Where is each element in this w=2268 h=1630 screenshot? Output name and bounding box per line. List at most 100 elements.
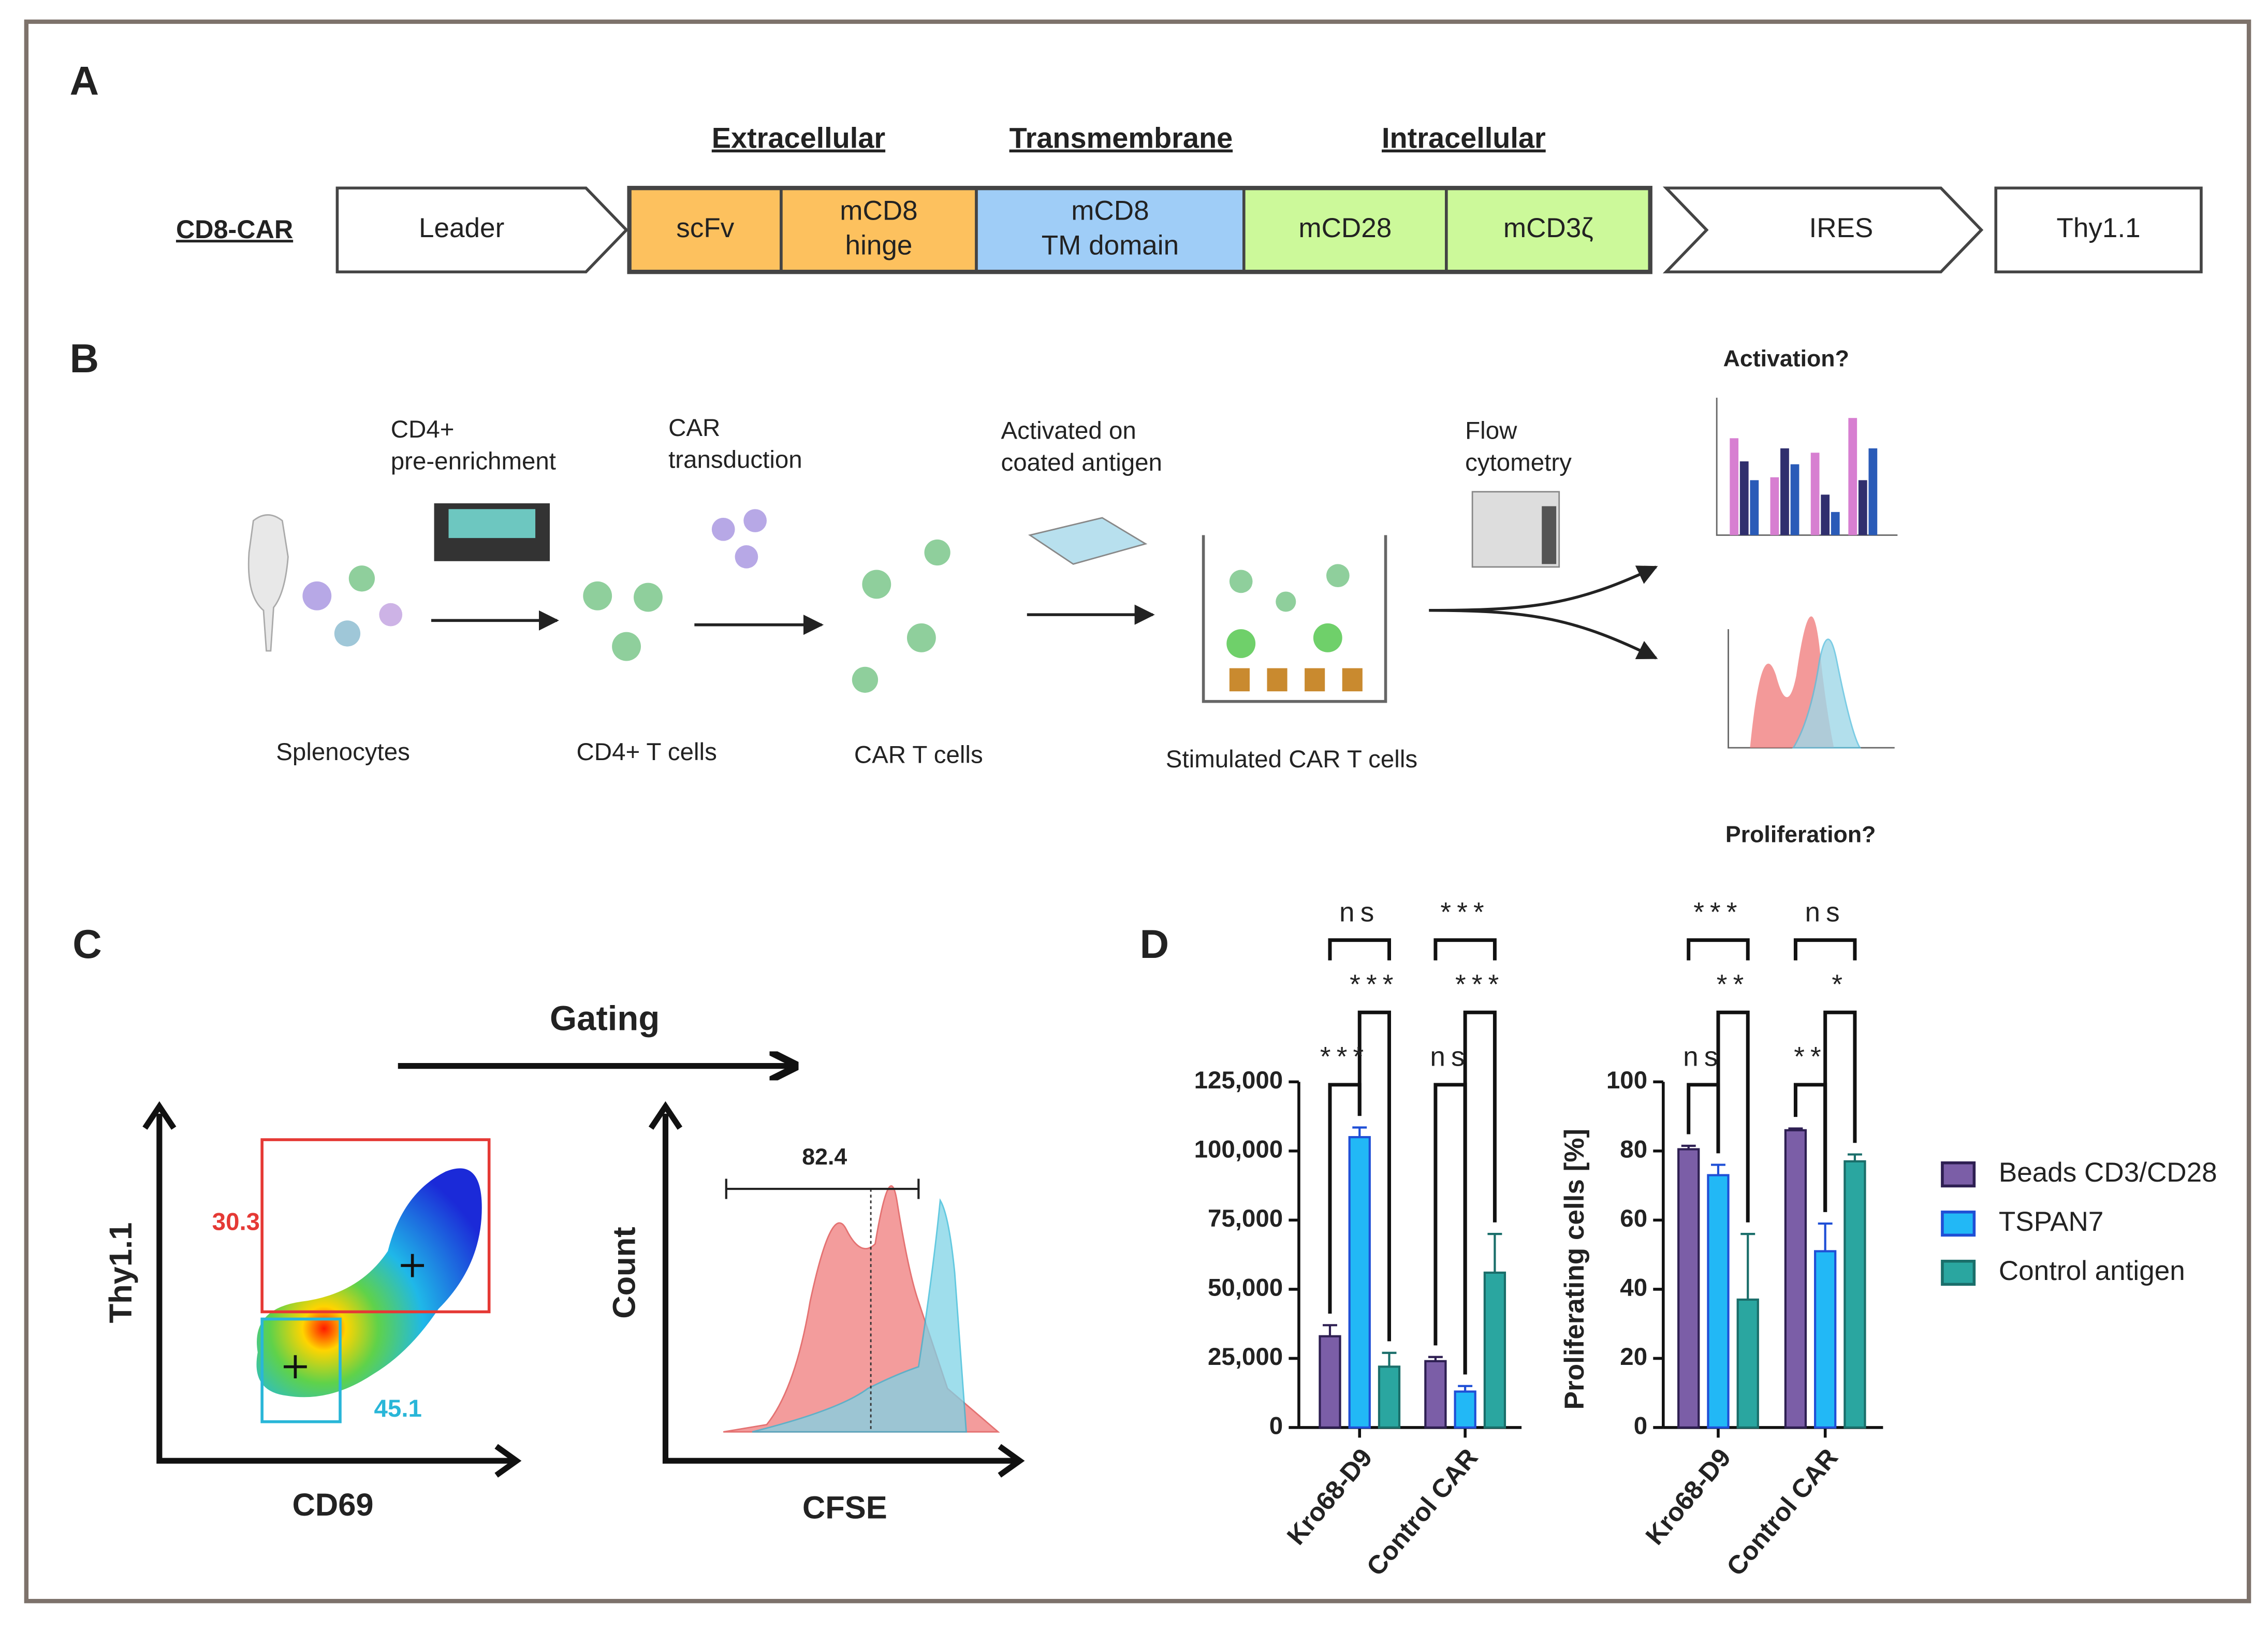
significance-bracket [1687, 1083, 1720, 1154]
domain-header: Intracellular [1382, 122, 1546, 154]
segment-label: mCD3ζ [1503, 213, 1593, 243]
significance-bracket [1687, 938, 1750, 960]
x-tick-label: Control CAR [1360, 1443, 1483, 1581]
error-bar [1323, 1324, 1337, 1336]
bar [1348, 1136, 1371, 1429]
frame [24, 19, 2251, 1604]
gate-value: 30.3 [212, 1209, 260, 1236]
error-bar [1681, 1144, 1696, 1149]
legend-swatch [1941, 1161, 1976, 1188]
axis-label: Thy1.1 [103, 1222, 139, 1323]
y-tick-label: 50,000 [1208, 1274, 1283, 1301]
bar [1454, 1390, 1476, 1429]
panel-letter: D [1140, 921, 1169, 967]
x-tick-label: Kro68-D9 [1640, 1443, 1736, 1550]
y-tick-label: 40 [1620, 1274, 1647, 1301]
arrows [431, 565, 1658, 660]
y-tick-label: 60 [1620, 1205, 1647, 1232]
segment-label: hinge [845, 230, 913, 261]
legend-label: Control antigen [1999, 1256, 2185, 1286]
axis-label: CFSE [802, 1490, 887, 1525]
y-axis-label: Proliferating cells [%] [1559, 1129, 1590, 1410]
significance-label: *** [1320, 1042, 1369, 1072]
error-bar [1487, 1232, 1502, 1273]
significance-bracket [1328, 938, 1392, 960]
segment-label: Thy1.1 [2056, 213, 2140, 243]
bar [1319, 1335, 1341, 1429]
cell-label: Splenocytes [276, 738, 410, 766]
segment-label: Leader [419, 213, 504, 243]
error-bar [1818, 1222, 1833, 1251]
construct-segment [1994, 186, 2203, 273]
x-tick-label: Kro68-D9 [1281, 1443, 1378, 1550]
segment-label: scFv [676, 213, 734, 243]
readout: Proliferation? [1725, 822, 1876, 847]
legend-swatch [1941, 1210, 1976, 1237]
significance-label: ** [1794, 1042, 1827, 1072]
significance-label: *** [1440, 897, 1489, 927]
error-bar [1352, 1126, 1367, 1138]
significance-label: *** [1455, 969, 1504, 1000]
segment-label: mCD8 [840, 196, 917, 226]
significance-label: ns [1430, 1042, 1470, 1072]
significance-label: ns [1339, 897, 1380, 927]
significance-label: *** [1350, 969, 1399, 1000]
axis-label: CD69 [292, 1487, 373, 1523]
gate-value: 82.4 [802, 1144, 847, 1170]
segment-label: mCD8 [1071, 196, 1149, 226]
significance-bracket [1433, 1083, 1467, 1375]
segment-label: mCD28 [1298, 213, 1392, 243]
error-bar [1711, 1163, 1725, 1175]
y-tick-label: 25,000 [1208, 1343, 1283, 1371]
y-tick-label: 75,000 [1208, 1205, 1283, 1232]
segment-label: IRES [1809, 213, 1873, 243]
panel-letter: A [70, 58, 99, 104]
bar [1843, 1160, 1866, 1429]
cell-label: CAR T cells [854, 741, 983, 768]
x-tick-label: Control CAR [1721, 1443, 1843, 1581]
significance-label: ns [1805, 897, 1845, 927]
cell-label: Stimulated CAR T cells [1166, 746, 1417, 773]
y-tick-label: 20 [1620, 1343, 1647, 1371]
bar [1814, 1250, 1837, 1429]
bar [1736, 1298, 1759, 1429]
error-bar [1847, 1153, 1862, 1161]
step-label: cytometry [1465, 449, 1572, 476]
step-label: CD4+ [391, 416, 455, 443]
y-tick-label: 0 [1269, 1412, 1283, 1439]
significance-bracket [1328, 1083, 1362, 1314]
step-label: coated antigen [1001, 449, 1162, 476]
domain-header: Extracellular [712, 122, 885, 154]
bar [1784, 1129, 1807, 1429]
significance-bracket [1357, 1010, 1392, 1342]
y-tick-label: 80 [1620, 1136, 1647, 1163]
step-label: transduction [668, 446, 802, 474]
step-label: pre-enrichment [391, 447, 556, 475]
panel-letter: B [70, 336, 99, 381]
significance-bracket [1433, 938, 1497, 960]
dot-plot [142, 1101, 522, 1478]
legend-swatch [1941, 1259, 1976, 1286]
readout: Activation? [1723, 346, 1849, 371]
step-label: Activated on [1001, 417, 1136, 445]
step-label: Flow [1465, 417, 1517, 445]
icons [247, 398, 1898, 749]
error-bar [1382, 1351, 1397, 1367]
significance-bracket [1793, 938, 1857, 960]
cell-label: CD4+ T cells [577, 738, 717, 766]
axis-label: Count [606, 1227, 642, 1318]
gate-value: 45.1 [374, 1395, 422, 1422]
panel-letter: C [72, 921, 101, 967]
charts: 0 25,000 50,000 75,000 100,000 125,000 Kro68-D… [1194, 897, 2217, 1581]
domain-header: Transmembrane [1009, 122, 1233, 154]
bar [1677, 1148, 1700, 1429]
bar [1707, 1174, 1730, 1429]
construct-segment [1662, 186, 1984, 273]
construct: Leader scFv mCD8 hinge mCD8 TM domain mCD28 mCD… [335, 185, 2203, 274]
legend-label: TSPAN7 [1999, 1206, 2103, 1237]
car-outline [627, 185, 1652, 274]
error-bar [1740, 1232, 1755, 1300]
y-tick-label: 0 [1634, 1412, 1647, 1439]
